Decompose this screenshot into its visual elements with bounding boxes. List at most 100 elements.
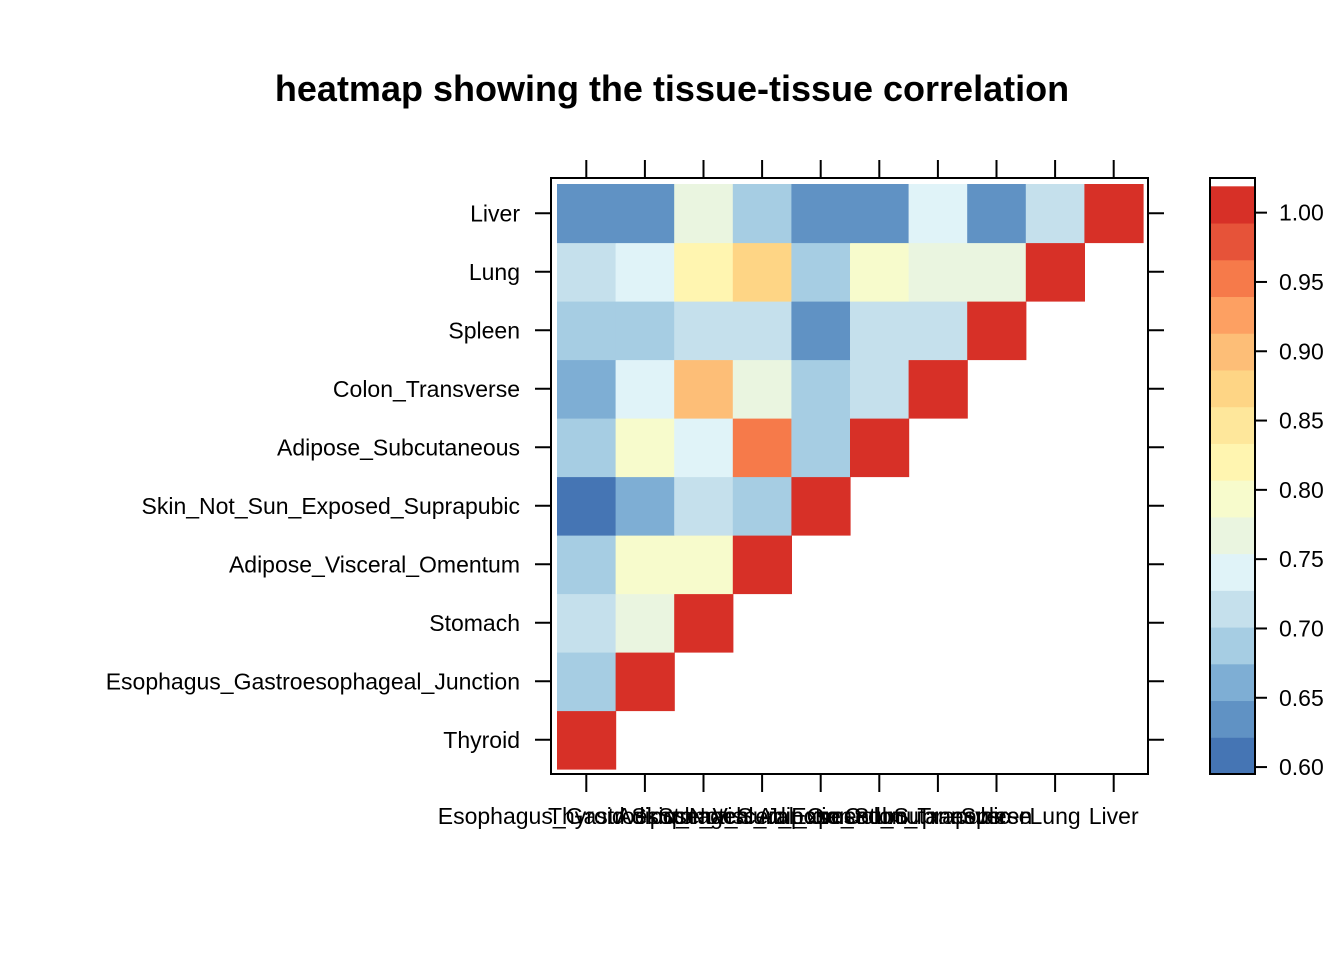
heatmap-cell [557,418,617,478]
y-tick-label: Colon_Transverse [333,376,520,402]
heatmap-cell [615,476,675,536]
x-tick-label: Adipose_Subcutaneous [758,803,1001,829]
heatmap-cell [908,184,968,244]
colorbar-tick-label: 0.70 [1279,615,1324,641]
colorbar: 0.60 0.65 0.70 0.75 0.80 0.85 0.90 0.95 1.00 [1209,177,1324,780]
heatmap-cell [850,184,910,244]
colorbar-bin [1210,296,1255,334]
heatmap-cell [791,418,851,478]
heatmap-cell [732,535,792,595]
heatmap-cell [732,184,792,244]
colorbar-bin [1210,516,1255,555]
x-tick-label: Lung [1030,803,1081,829]
heatmap-cell [615,184,675,244]
heatmap-cell [615,359,675,419]
colorbar-bin [1210,443,1255,481]
y-tick-label: Spleen [448,317,520,343]
x-tick-label: Esophagus_Gastroesophageal_Junction [438,803,852,829]
colorbar-bin [1210,186,1255,224]
x-tick-label: Thyroid [548,803,625,829]
colorbar-bin [1210,553,1255,591]
heatmap-cell [791,242,851,302]
heatmap-cell [850,359,910,419]
heatmap-cell [850,418,910,478]
colorbar-tick-label: 0.60 [1279,754,1324,780]
heatmap-cell [908,359,968,419]
heatmap-cell [615,301,675,361]
colorbar-bin [1210,369,1255,408]
colorbar-bin [1210,406,1255,444]
colorbar-bin [1210,223,1255,261]
heatmap-cell [791,184,851,244]
heatmap-cell [557,184,617,244]
heatmap-cell [908,242,968,302]
colorbar-tick-label: 0.65 [1279,685,1324,711]
heatmap-cell [557,359,617,419]
x-tick-label: Skin_Not_Sun_Exposed_Suprapubic [631,803,1010,829]
colorbar-tick-label: 1.00 [1279,200,1324,226]
colorbar-bin [1210,333,1255,371]
heatmap-cell [557,535,617,595]
plot-panel-frame [550,177,1149,775]
heatmap-cell [732,242,792,302]
y-tick-label: Esophagus_Gastroesophageal_Junction [106,668,520,694]
colorbar-tick-label: 0.75 [1279,546,1324,572]
x-tick-label: Spleen [961,803,1033,829]
heatmap-cell [791,476,851,536]
y-tick-label: Liver [470,200,520,226]
heatmap-cell [732,301,792,361]
colorbar-bin [1210,259,1255,298]
chart-title: heatmap showing the tissue-tissue correl… [275,68,1069,109]
heatmap-cell [1025,184,1085,244]
heatmap-cell [1025,242,1085,302]
y-tick-label: Adipose_Subcutaneous [277,434,520,460]
heatmap-cell [615,242,675,302]
colorbar-tick-label: 0.90 [1279,338,1324,364]
heatmap-cell [908,301,968,361]
heatmap-cell [615,593,675,653]
heatmap-cell [557,476,617,536]
heatmap-cell [850,242,910,302]
colorbar-frame [1209,177,1256,775]
heatmap-cell [674,184,734,244]
heatmap-cell [967,301,1027,361]
colorbar-bin [1210,700,1255,738]
heatmap-cell [1084,184,1144,244]
y-tick-label: Thyroid [443,727,520,753]
heatmap-cell [674,242,734,302]
y-tick-label: Skin_Not_Sun_Exposed_Suprapubic [142,493,521,519]
colorbar-tick-label: 0.80 [1279,477,1324,503]
axis-ticks [535,160,1164,792]
colorbar-bin [1210,627,1255,665]
heatmap-cell [557,301,617,361]
heatmap-cell [850,301,910,361]
heatmap-cells [557,184,1144,770]
y-tick-label: Adipose_Visceral_Omentum [229,551,520,577]
heatmap-cell [674,593,734,653]
heatmap-cell [615,652,675,712]
x-tick-label: Colon_Transverse [844,803,1031,829]
y-tick-label: Lung [469,259,520,285]
heatmap-cell [674,418,734,478]
heatmap-cell [674,476,734,536]
heatmap-cell [557,710,617,770]
heatmap-cell [674,535,734,595]
x-tick-label: Liver [1089,803,1139,829]
colorbar-bin [1210,663,1255,702]
heatmap-cell [732,418,792,478]
heatmap-cell [732,476,792,536]
heatmap-cell [615,535,675,595]
colorbar-bin [1210,480,1255,518]
heatmap-cell [557,593,617,653]
colorbar-tick-label: 0.85 [1279,408,1324,434]
heatmap-cell [967,242,1027,302]
colorbar-bin [1210,737,1255,775]
heatmap-cell [732,359,792,419]
x-tick-label: Stomach [658,803,749,829]
colorbar-bin [1210,590,1255,628]
heatmap-cell [557,652,617,712]
heatmap-cell [967,184,1027,244]
heatmap-cell [674,359,734,419]
heatmap-cell [791,359,851,419]
